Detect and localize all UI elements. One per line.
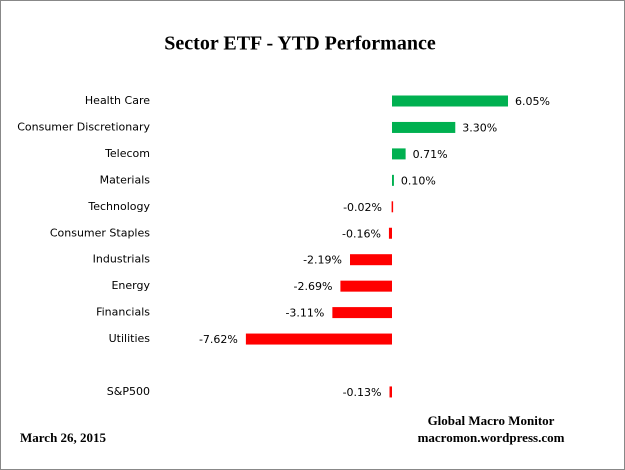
category-label: Consumer Discretionary	[17, 120, 150, 133]
value-label: 0.71%	[413, 148, 448, 161]
category-label: Consumer Staples	[50, 226, 150, 239]
bar	[350, 254, 392, 266]
category-label: S&P500	[107, 385, 150, 398]
annotation: macromon.wordpress.com	[418, 430, 565, 445]
category-label: Utilities	[109, 332, 151, 345]
bar	[389, 386, 392, 398]
category-label: Industrials	[93, 253, 151, 266]
category-label: Telecom	[104, 147, 150, 160]
bar	[332, 307, 392, 319]
chart-title: Sector ETF - YTD Performance	[164, 33, 436, 55]
value-label: -7.62%	[199, 333, 238, 346]
category-label: Energy	[111, 279, 150, 292]
category-label: Technology	[87, 200, 150, 213]
value-label: -0.02%	[343, 201, 382, 214]
value-label: -0.13%	[343, 386, 382, 399]
value-label: -2.69%	[293, 280, 332, 293]
bar	[340, 280, 392, 292]
value-label: 3.30%	[462, 121, 497, 134]
bar	[392, 174, 394, 186]
category-label: Financials	[96, 306, 150, 319]
value-label: -0.16%	[342, 227, 381, 240]
bar	[391, 201, 394, 213]
value-label: -2.19%	[303, 254, 342, 267]
category-label: Materials	[100, 173, 151, 186]
category-label: Health Care	[85, 94, 150, 107]
bar	[392, 95, 509, 107]
value-label: 0.10%	[401, 174, 436, 187]
annotation: Global Macro Monitor	[428, 413, 555, 428]
value-label: -3.11%	[285, 307, 324, 320]
bar	[392, 148, 406, 160]
bar	[392, 121, 456, 133]
value-label: 6.05%	[515, 95, 550, 108]
bar	[388, 227, 392, 239]
bar	[245, 333, 392, 345]
annotation: March 26, 2015	[20, 430, 107, 445]
